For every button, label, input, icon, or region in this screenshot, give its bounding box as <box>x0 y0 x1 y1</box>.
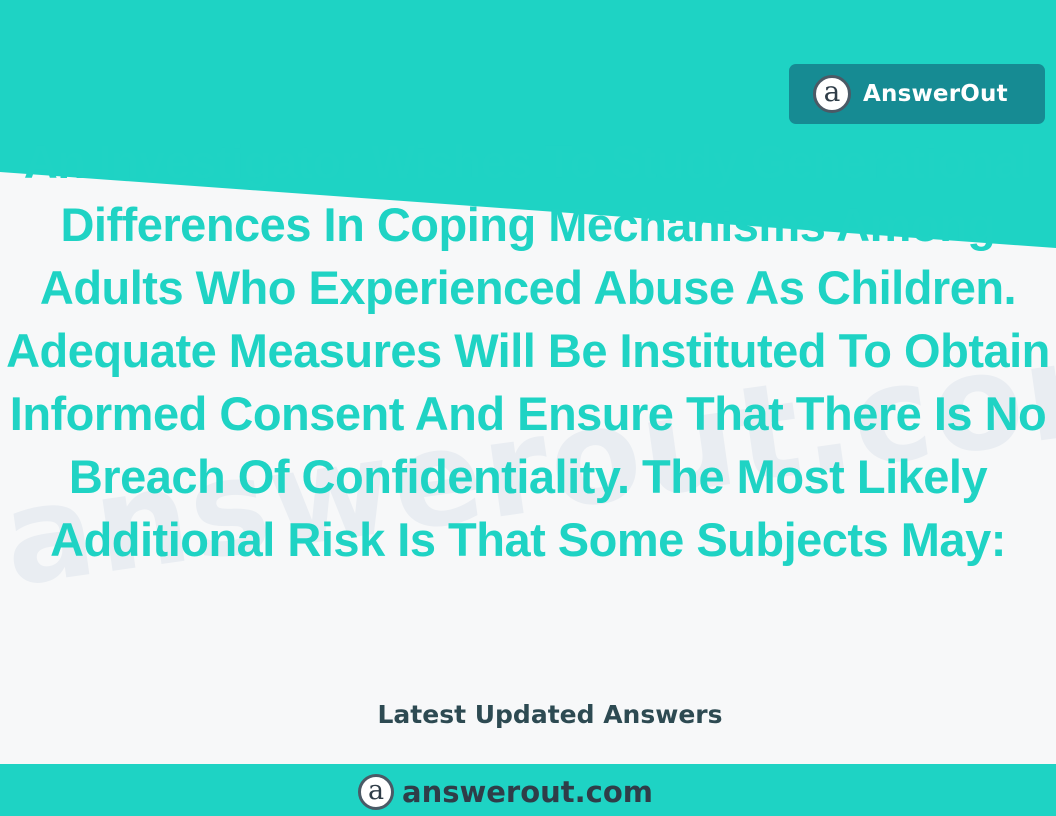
footer-brand-link[interactable]: a answerout.com <box>358 774 653 810</box>
question-title: An Investigator Wishes To Study Generati… <box>6 135 1050 566</box>
header-diagonal-band <box>0 0 1056 248</box>
latest-answers-label: Latest Updated Answers <box>377 700 723 729</box>
footer-domain-text: answerout.com <box>402 775 654 809</box>
footer-bar <box>0 764 1056 816</box>
footer-logo-icon: a <box>358 774 394 810</box>
brand-name: AnswerOut <box>863 81 1008 107</box>
at-sign-logo-icon: a <box>813 75 851 113</box>
brand-badge[interactable]: a AnswerOut <box>789 64 1045 124</box>
